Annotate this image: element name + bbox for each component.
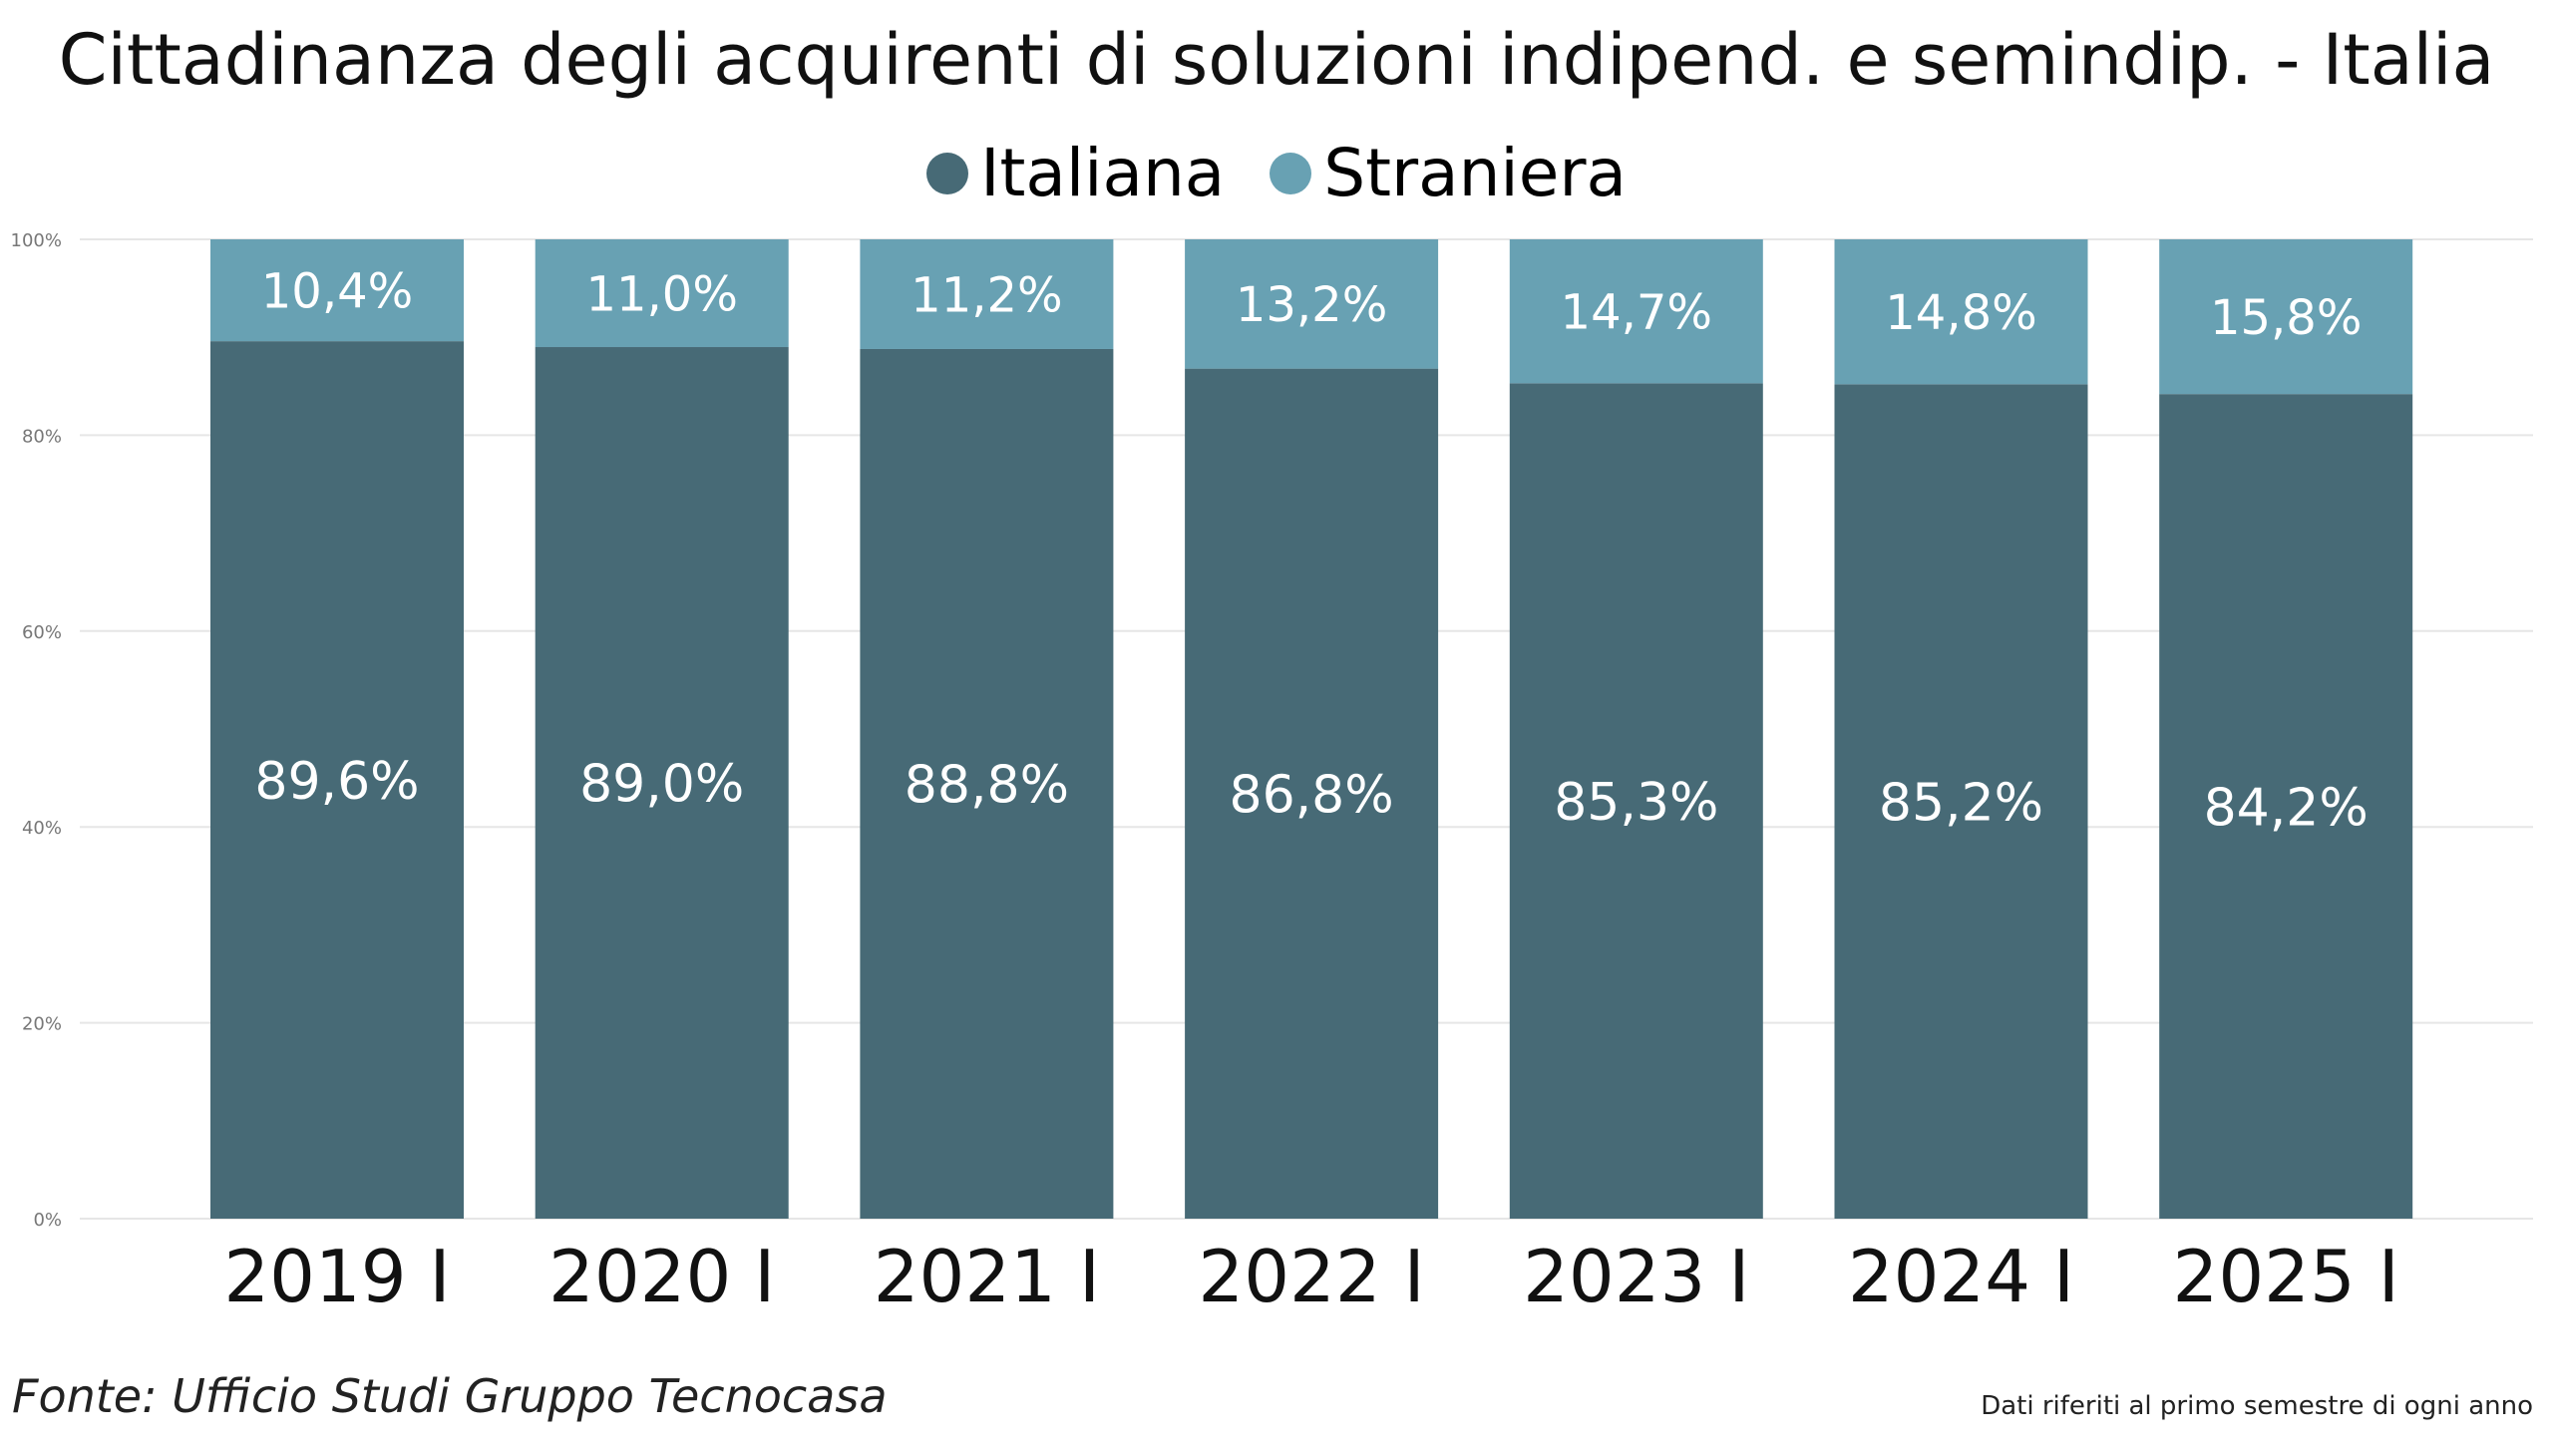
- data-label-italiana-6: 84,2%: [2204, 778, 2369, 838]
- x-tick-label: 2022 I: [1198, 1235, 1424, 1318]
- bar-straniera-5: [1834, 239, 2088, 385]
- data-label-straniera-4: 14,7%: [1561, 284, 1712, 340]
- footnote: Dati riferiti al primo semestre di ogni …: [1981, 1391, 2533, 1421]
- bar-straniera-4: [1509, 239, 1763, 384]
- y-tick-label: 0%: [33, 1210, 62, 1231]
- legend-item-italiana: Italiana: [926, 119, 1225, 228]
- x-tick-label: 2023 I: [1523, 1235, 1749, 1318]
- x-axis: 2019 I 2020 I 2021 I 2022 I 2023 I 2024 I 2025…: [223, 1235, 2399, 1318]
- bar-straniera-6: [2159, 239, 2413, 395]
- x-tick-label: 2020 I: [548, 1235, 775, 1318]
- data-label-italiana-3: 86,8%: [1229, 766, 1393, 826]
- legend: Italiana Straniera: [0, 118, 2553, 228]
- bar-italiana-5: [1834, 384, 2088, 1219]
- bar-layer: [210, 239, 2413, 1219]
- x-tick-label: 2019 I: [223, 1235, 450, 1318]
- bar-italiana-4: [1509, 383, 1763, 1219]
- bar-straniera-2: [860, 239, 1114, 349]
- data-label-italiana-5: 85,2%: [1879, 773, 2043, 833]
- y-tick-label: 20%: [22, 1014, 62, 1035]
- y-axis: 0% 20% 40% 60% 80% 100%: [11, 230, 62, 1231]
- chart-title: Cittadinanza degli acquirenti di soluzio…: [58, 19, 2495, 101]
- data-label-italiana-4: 85,3%: [1554, 773, 1718, 833]
- bar-straniera-1: [535, 239, 789, 348]
- x-tick-label: 2024 I: [1848, 1235, 2074, 1318]
- bar-italiana-3: [1185, 368, 1439, 1219]
- y-tick-label: 80%: [22, 426, 62, 447]
- data-label-italiana-1: 89,0%: [579, 755, 744, 815]
- y-tick-label: 100%: [11, 230, 62, 251]
- x-tick-label: 2021 I: [874, 1235, 1100, 1318]
- legend-label-italiana: Italiana: [980, 135, 1226, 211]
- bar-straniera-3: [1185, 239, 1439, 369]
- bar-straniera-0: [210, 239, 464, 342]
- source-note: Fonte: Ufficio Studi Gruppo Tecnocasa: [12, 1369, 888, 1423]
- y-tick-label: 60%: [22, 622, 62, 643]
- data-label-italiana-0: 89,6%: [254, 752, 419, 812]
- bar-italiana-0: [210, 341, 464, 1219]
- bar-italiana-1: [535, 347, 789, 1219]
- bar-italiana-2: [860, 348, 1114, 1219]
- x-tick-label: 2025 I: [2173, 1235, 2399, 1318]
- data-label-straniera-5: 14,8%: [1885, 285, 2036, 341]
- data-label-straniera-3: 13,2%: [1236, 277, 1387, 333]
- data-label-straniera-0: 10,4%: [261, 263, 413, 319]
- data-label-italiana-2: 88,8%: [905, 756, 1069, 816]
- data-label-layer: 89,6% 10,4% 89,0% 11,0% 88,8% 11,2% 86,8% 13,2%…: [254, 263, 2368, 838]
- legend-marker-italiana: [926, 153, 969, 194]
- data-label-straniera-6: 15,8%: [2210, 290, 2362, 346]
- legend-label-straniera: Straniera: [1323, 135, 1627, 211]
- bar-italiana-6: [2159, 394, 2413, 1219]
- data-label-straniera-1: 11,0%: [585, 266, 737, 322]
- legend-marker-straniera: [1270, 153, 1312, 194]
- data-label-straniera-2: 11,2%: [911, 267, 1062, 323]
- y-tick-label: 40%: [22, 818, 62, 839]
- legend-item-straniera: Straniera: [1270, 119, 1627, 228]
